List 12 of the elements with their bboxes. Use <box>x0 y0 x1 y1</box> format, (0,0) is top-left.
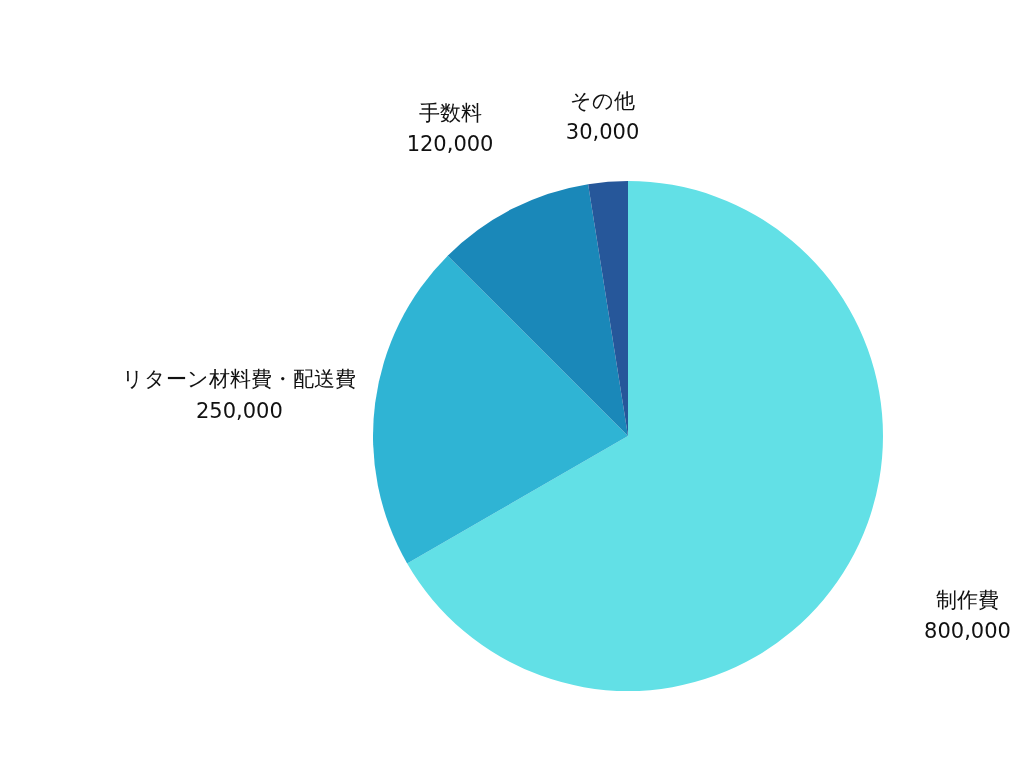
slice-label: リターン材料費・配送費 <box>122 367 357 392</box>
data-label: 800,000 <box>924 619 1011 644</box>
data-label: 250,000 <box>195 398 283 423</box>
data-label: 120,000 <box>406 132 494 157</box>
pie-slice <box>588 181 628 436</box>
pie-slice <box>407 181 883 691</box>
pie-slice <box>447 184 628 436</box>
slice-label: その他 <box>570 88 635 113</box>
slice-label: 制作費 <box>935 587 999 612</box>
slice-label: 手数料 <box>418 100 482 125</box>
pie-slice <box>373 255 628 564</box>
data-label: 30,000 <box>565 120 640 145</box>
